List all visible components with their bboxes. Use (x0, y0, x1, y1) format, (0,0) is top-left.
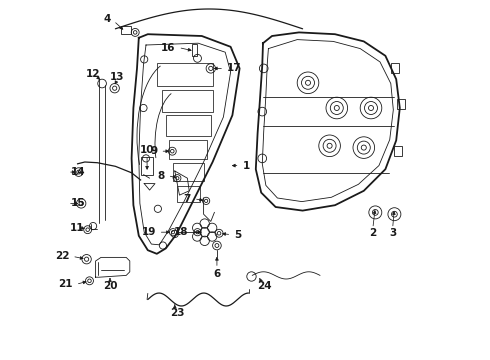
Bar (173, 163, 204, 181)
Bar (170, 140, 207, 159)
Bar (162, 90, 213, 112)
Text: 8: 8 (157, 171, 165, 181)
Text: 22: 22 (55, 251, 69, 261)
Text: 1: 1 (243, 161, 250, 171)
Text: 3: 3 (389, 228, 396, 238)
Text: 13: 13 (110, 72, 124, 82)
Text: 19: 19 (141, 227, 156, 237)
Text: 15: 15 (71, 198, 85, 208)
Text: 21: 21 (58, 279, 73, 289)
Text: 14: 14 (71, 167, 85, 177)
Bar (121, 26, 131, 34)
Bar (176, 186, 200, 202)
Bar (391, 63, 399, 73)
Text: 17: 17 (227, 63, 242, 73)
Text: 4: 4 (104, 14, 111, 24)
Bar (192, 44, 197, 56)
Text: 20: 20 (103, 281, 117, 291)
Text: 18: 18 (173, 227, 188, 237)
Text: 5: 5 (234, 230, 242, 240)
Text: 6: 6 (213, 269, 220, 279)
Text: 12: 12 (86, 69, 100, 79)
Text: 23: 23 (170, 308, 185, 318)
Text: 7: 7 (184, 194, 191, 204)
Bar (397, 99, 405, 109)
Bar (157, 63, 213, 86)
Bar (166, 115, 211, 136)
Text: 11: 11 (69, 222, 84, 233)
Text: 10: 10 (140, 145, 154, 156)
Text: 2: 2 (369, 228, 376, 238)
Bar (394, 146, 402, 156)
Bar (141, 157, 153, 175)
Text: 24: 24 (257, 281, 272, 291)
Text: 16: 16 (161, 42, 175, 53)
Text: 9: 9 (150, 146, 157, 156)
